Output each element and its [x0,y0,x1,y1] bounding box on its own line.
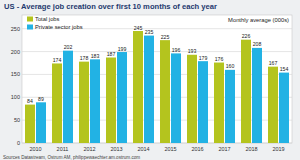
bar [90,59,100,143]
legend: Total jobs Private sector jobs [27,16,83,30]
legend-swatch [27,25,33,30]
x-tick-label: 2017 [218,146,230,152]
bar [117,52,127,143]
grid-line [22,74,292,75]
x-tick-label: 2018 [245,146,257,152]
data-label: 202 [64,44,73,50]
bar [106,58,116,143]
bar [187,55,197,143]
grid-line [22,143,292,144]
data-label: 225 [161,34,170,40]
grid-line [22,51,292,52]
chart-svg: US - Average job creation over first 10 … [0,0,300,160]
x-tick-label: 2011 [57,146,69,152]
bar [36,102,46,143]
bar [268,67,278,143]
grid-line [22,120,292,121]
data-label: 193 [188,48,197,54]
x-tick-label: 2013 [110,146,122,152]
bar [25,105,35,143]
data-label: 154 [280,66,289,72]
data-label: 208 [253,41,262,47]
data-label: 187 [107,51,116,57]
chart: US - Average job creation over first 10 … [0,0,300,160]
data-label: 167 [269,60,278,66]
legend-label: Private sector jobs [35,24,83,30]
bar [252,48,262,143]
source: Sources Datastream, Ostrum AM, philippew… [3,155,140,160]
data-label: 160 [226,63,235,69]
bar [79,62,89,143]
bar [241,40,251,143]
data-label: 245 [134,25,143,31]
bar [198,61,208,143]
bar [52,63,62,143]
data-label: 196 [172,47,181,53]
bar [279,73,289,143]
plot-area [22,15,292,143]
legend-label: Total jobs [35,16,60,22]
grid-line [22,97,292,98]
data-label: 176 [215,56,224,62]
unit-note: Monthly average (000s) [228,17,289,23]
x-tick-label: 2016 [191,146,203,152]
x-tick-label: 2015 [164,146,176,152]
data-label: 89 [38,96,44,102]
legend-swatch [27,17,33,22]
bar [63,51,73,143]
x-tick-label: 2019 [272,146,284,152]
data-label: 199 [118,46,127,52]
data-label: 179 [199,55,208,61]
title: US - Average job creation over first 10 … [4,2,217,11]
y-tick-label: 250 [11,26,20,32]
y-tick-label: 150 [11,71,20,77]
y-tick-label: 100 [11,94,20,100]
data-label: 183 [91,53,100,59]
x-tick-label: 2014 [137,146,149,152]
bar [160,40,170,143]
y-tick-label: 200 [11,49,20,55]
data-label: 84 [27,98,33,104]
data-label: 174 [53,57,62,63]
y-tick-label: 0 [17,140,20,146]
data-label: 235 [145,29,154,35]
y-tick-label: 50 [14,117,20,123]
bar [133,31,143,143]
x-tick-label: 2010 [29,146,41,152]
bar [144,36,154,143]
x-tick-label: 2012 [83,146,95,152]
bars [25,31,289,143]
bar [171,53,181,143]
data-label: 178 [80,55,89,61]
bar [225,70,235,143]
data-label: 226 [242,33,251,39]
bar [214,63,224,143]
